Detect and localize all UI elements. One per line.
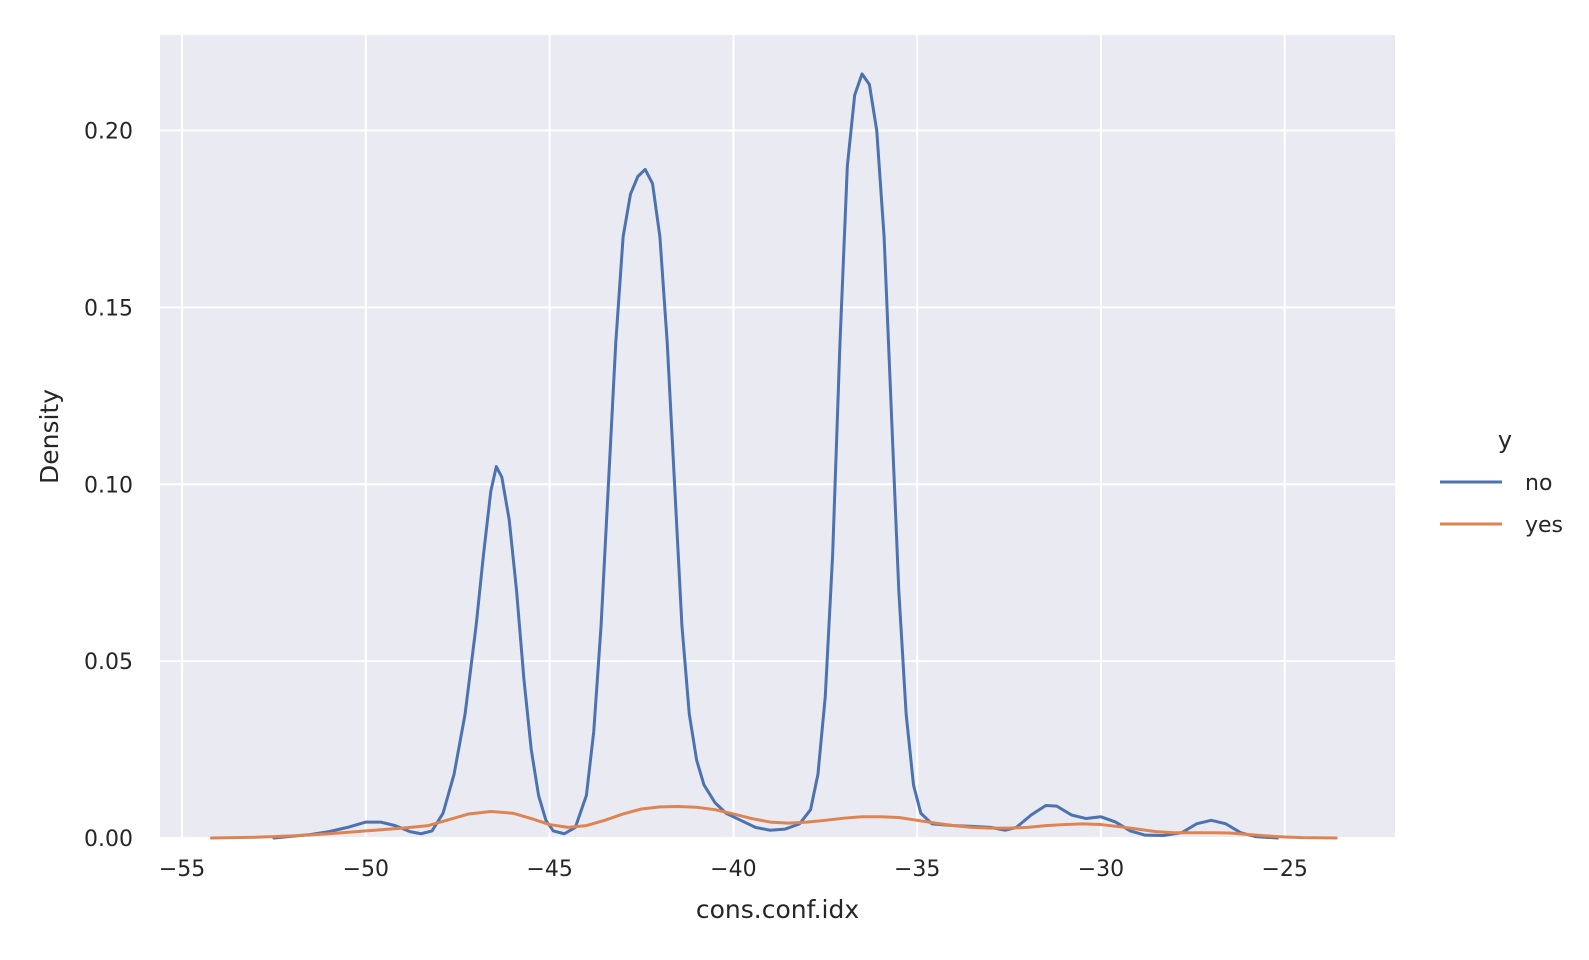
x-axis-title: cons.conf.idx: [696, 895, 859, 924]
x-tick-label: −25: [1262, 857, 1308, 882]
y-tick-label: 0.00: [84, 827, 133, 852]
x-tick-label: −50: [343, 857, 389, 882]
x-axis-ticks: −55 −50 −45 −40 −35 −30 −25: [159, 857, 1308, 882]
y-tick-label: 0.10: [84, 473, 133, 498]
x-tick-label: −35: [894, 857, 940, 882]
legend-label-yes: yes: [1525, 513, 1563, 538]
plot-area: [160, 35, 1395, 838]
y-tick-label: 0.15: [84, 296, 133, 321]
legend-items: no yes: [1440, 471, 1563, 538]
y-axis-title: Density: [35, 389, 64, 484]
grid-lines: [160, 35, 1395, 839]
legend-label-no: no: [1525, 471, 1552, 496]
series-line-no: [272, 72, 1279, 840]
legend: y no yes: [1440, 426, 1563, 538]
x-tick-label: −45: [526, 857, 572, 882]
series-layer: [209, 72, 1338, 840]
y-axis-ticks: 0.00 0.05 0.10 0.15 0.20: [84, 120, 133, 852]
x-tick-label: −55: [159, 857, 205, 882]
series-line-yes: [209, 805, 1338, 840]
x-tick-label: −30: [1078, 857, 1124, 882]
y-tick-label: 0.20: [84, 120, 133, 145]
y-tick-label: 0.05: [84, 650, 133, 675]
legend-title: y: [1498, 426, 1512, 454]
x-tick-label: −40: [710, 857, 756, 882]
